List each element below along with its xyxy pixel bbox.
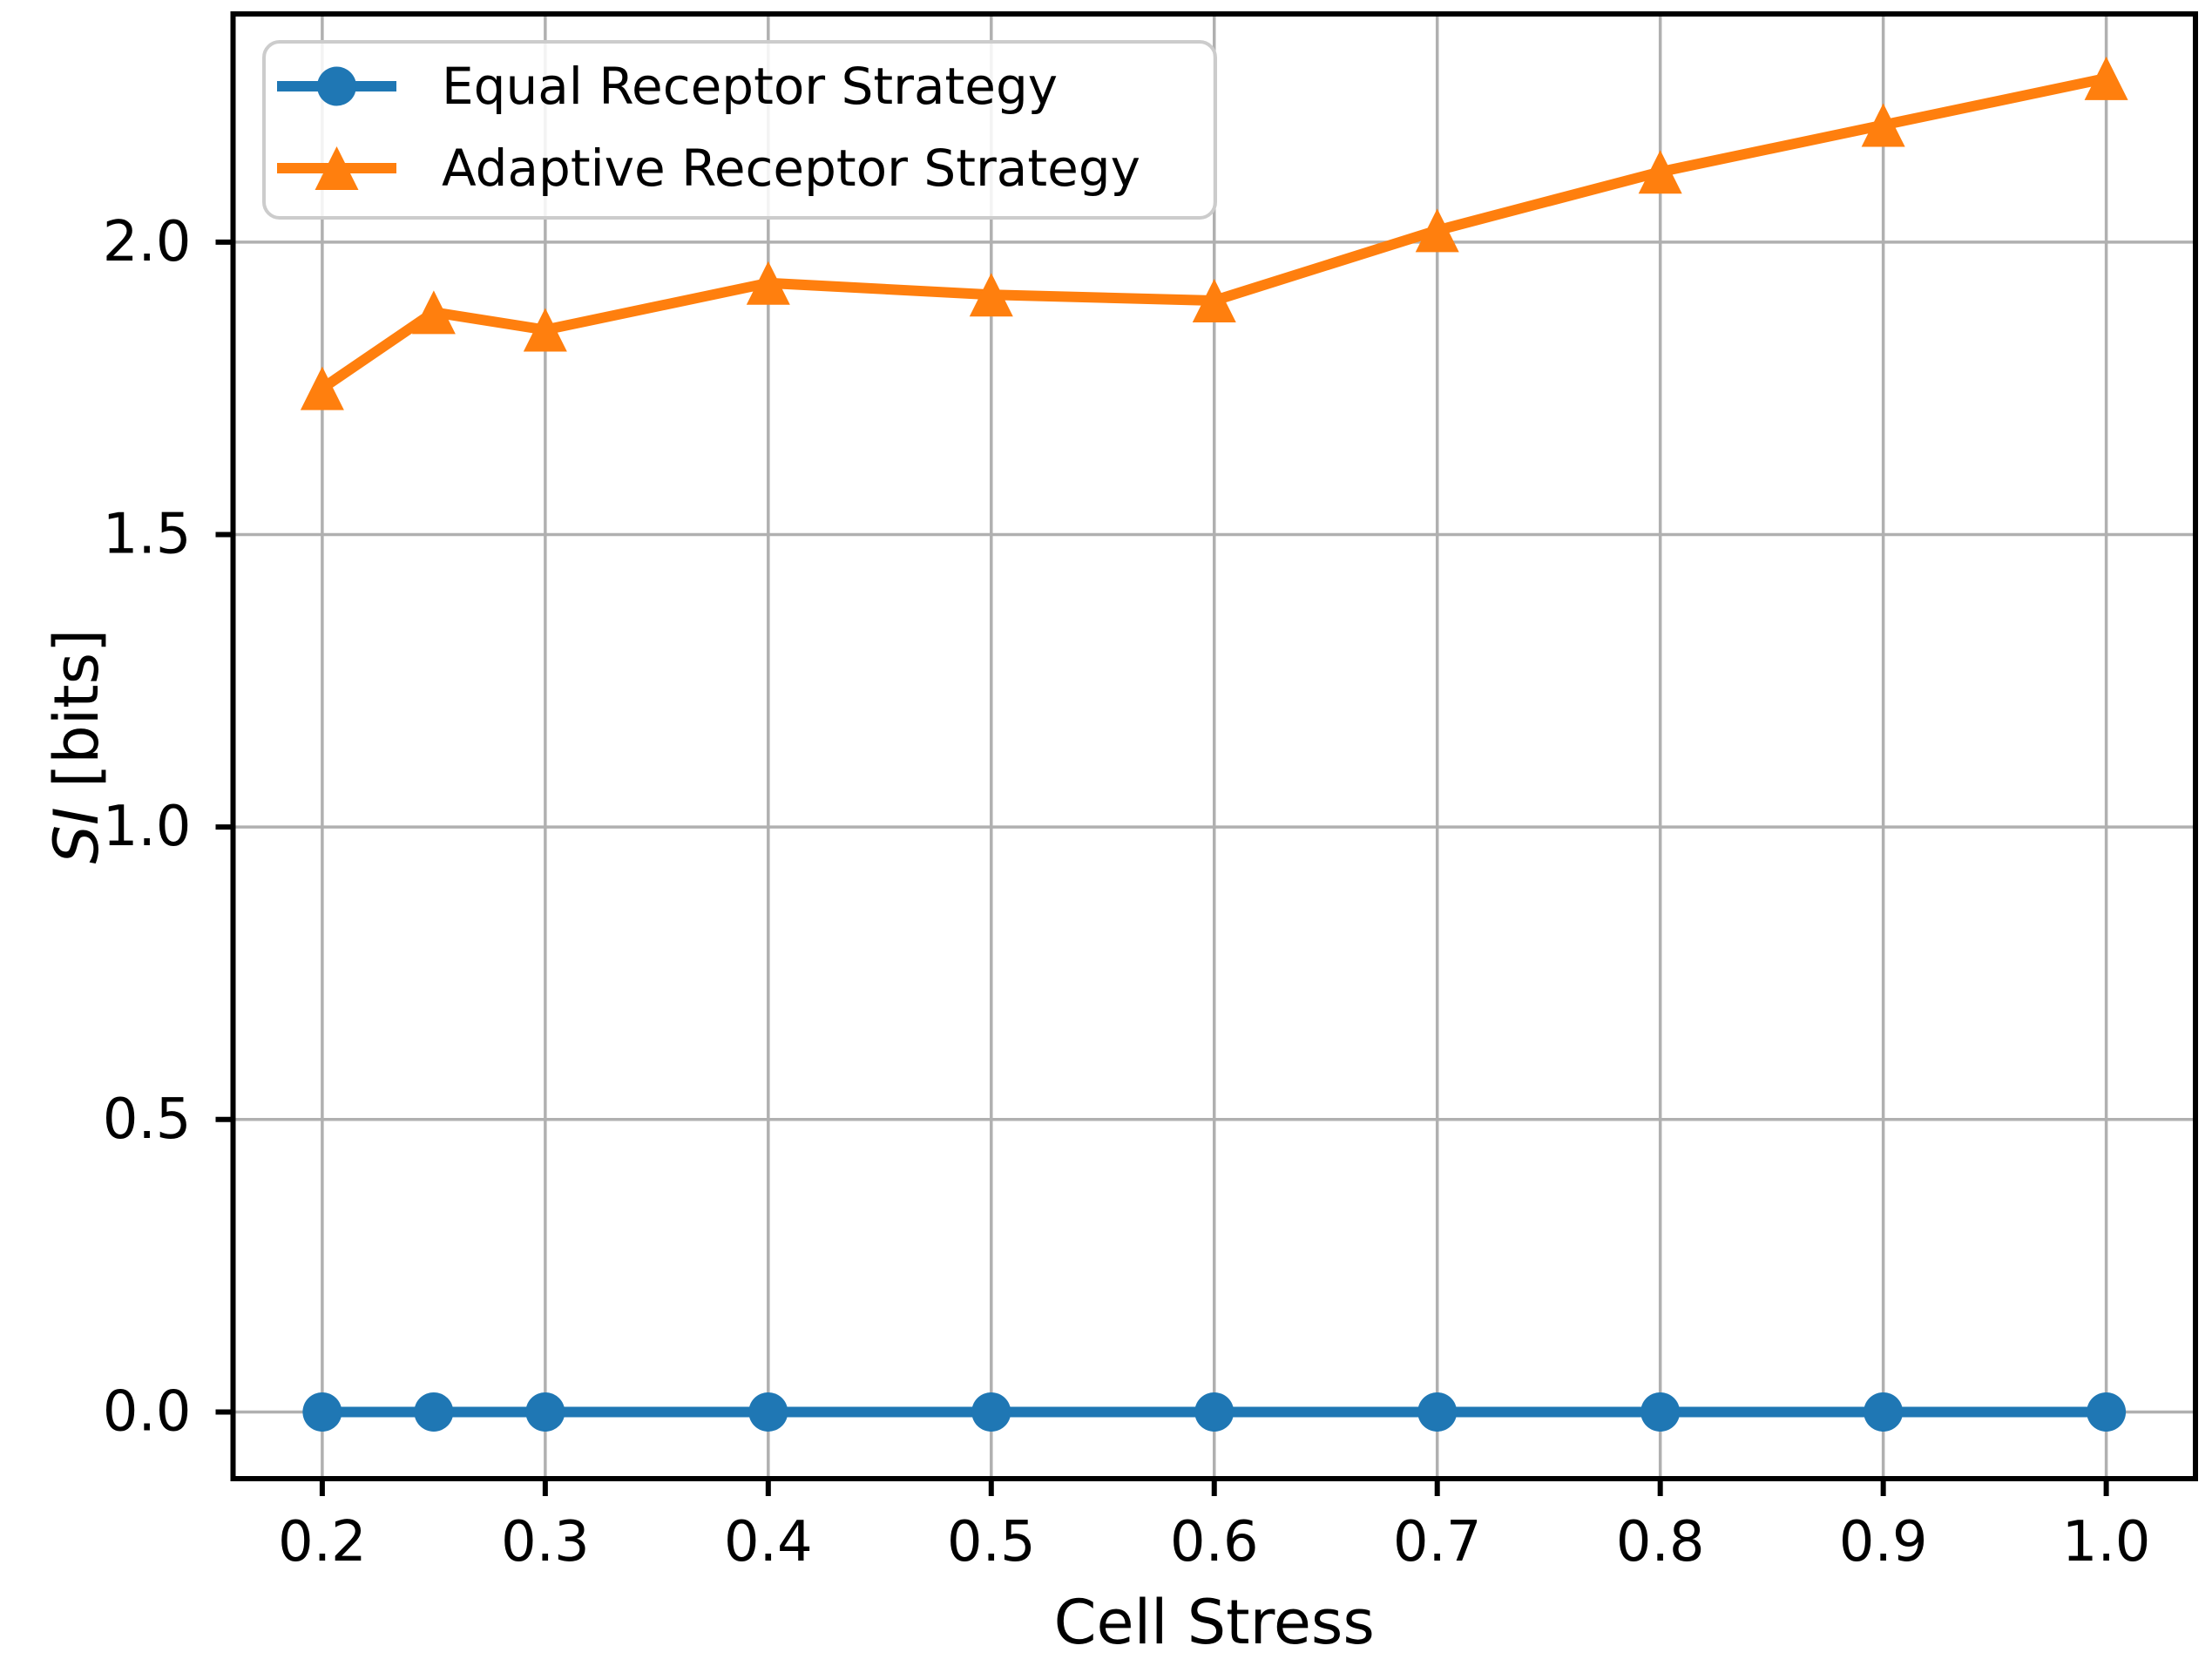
legend: Equal Receptor Strategy Adaptive Receptor… xyxy=(262,40,1217,220)
tick-marks xyxy=(215,239,2109,1496)
y-tick-label: 1.5 xyxy=(103,502,192,566)
legend-box xyxy=(262,40,1217,220)
circle-marker xyxy=(1640,1392,1681,1432)
y-tick-label: 0.0 xyxy=(103,1379,192,1444)
triangle-marker xyxy=(2084,56,2128,100)
x-tick-label: 0.9 xyxy=(1839,1510,1928,1575)
series-line xyxy=(319,72,2107,393)
circle-marker xyxy=(1194,1392,1235,1432)
x-tick-label: 0.3 xyxy=(501,1510,590,1575)
legend-entry: Equal Receptor Strategy xyxy=(277,57,1058,116)
triangle-marker xyxy=(315,146,359,190)
legend-label: Adaptive Receptor Strategy xyxy=(442,139,1140,198)
series-triangle-up xyxy=(300,56,2128,410)
triangle-marker xyxy=(1192,278,1236,322)
circle-marker xyxy=(317,66,356,106)
circle-marker xyxy=(971,1392,1011,1432)
y-tick-label: 1.0 xyxy=(103,795,192,859)
triangle-marker xyxy=(1415,208,1459,253)
triangle-marker xyxy=(1638,150,1682,194)
circle-marker xyxy=(525,1392,565,1432)
x-tick-label: 1.0 xyxy=(2062,1510,2151,1575)
circle-marker xyxy=(2087,1392,2127,1432)
y-axis-label: SI [bits] xyxy=(41,629,112,864)
legend-label: Equal Receptor Strategy xyxy=(442,57,1058,116)
x-tick-label: 0.6 xyxy=(1170,1510,1259,1575)
circle-marker xyxy=(748,1392,788,1432)
x-tick-label: 0.2 xyxy=(278,1510,367,1575)
y-tick-label: 2.0 xyxy=(103,210,192,274)
circle-marker xyxy=(414,1392,454,1432)
legend-entry: Adaptive Receptor Strategy xyxy=(277,139,1140,198)
circle-marker xyxy=(1417,1392,1458,1432)
x-tick-label: 0.7 xyxy=(1393,1510,1482,1575)
data-series xyxy=(300,56,2128,1432)
series-circle xyxy=(302,1392,2127,1432)
y-tick-label: 0.5 xyxy=(103,1087,192,1152)
triangle-marker xyxy=(746,261,790,305)
triangle-marker xyxy=(411,290,456,335)
triangle-marker xyxy=(523,308,567,352)
tick-labels: 0.2 0.3 0.4 0.5 0.6 0.7 0.8 0.9 1.0 0.0 0.5 1.0 1.5 2… xyxy=(103,210,2151,1575)
x-axis-label: Cell Stress xyxy=(1054,1587,1375,1658)
triangle-marker xyxy=(969,273,1013,317)
x-tick-label: 0.4 xyxy=(724,1510,813,1575)
circle-marker xyxy=(1864,1392,1904,1432)
circle-marker xyxy=(302,1392,342,1432)
x-tick-label: 0.5 xyxy=(947,1510,1036,1575)
gridlines xyxy=(233,14,2195,1479)
triangle-marker xyxy=(1861,103,1905,147)
triangle-marker xyxy=(300,366,344,410)
x-tick-label: 0.8 xyxy=(1616,1510,1705,1575)
